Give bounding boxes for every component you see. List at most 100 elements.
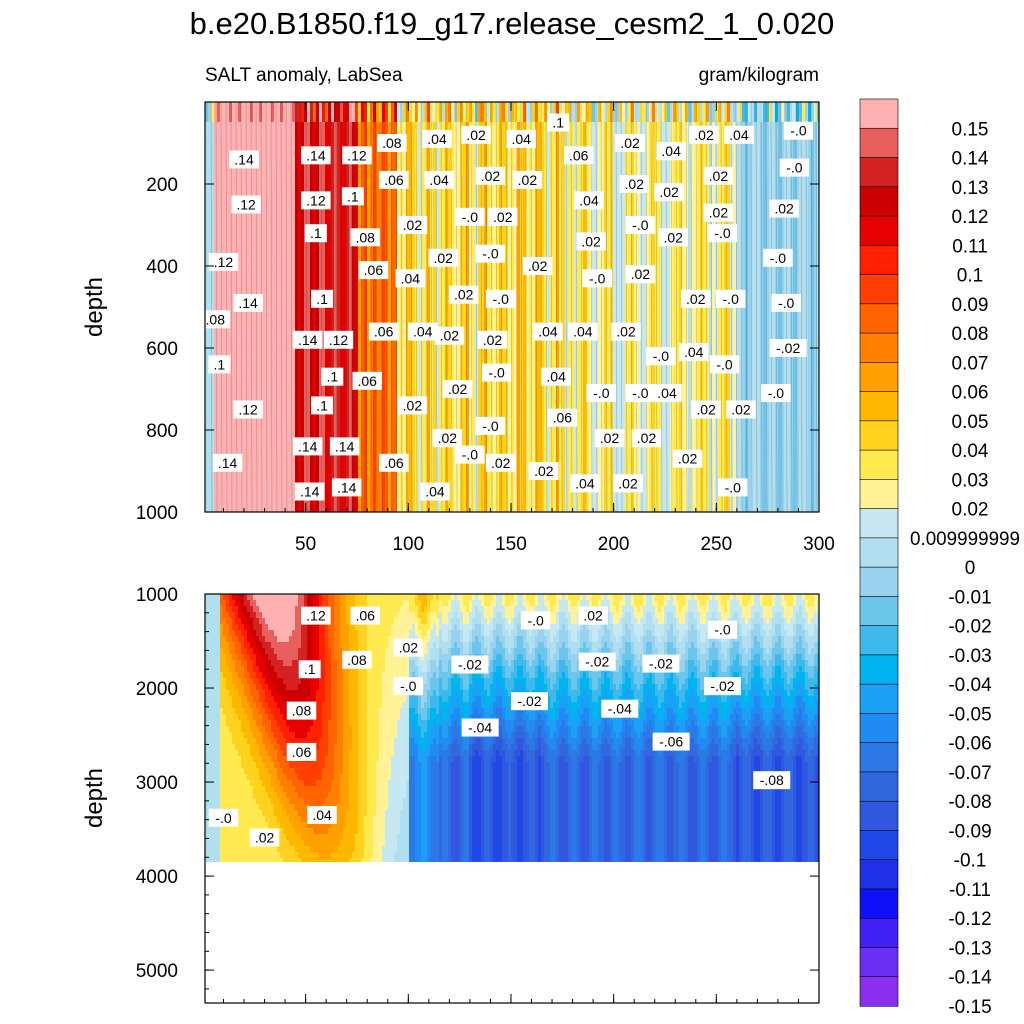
upper-field-cell bbox=[304, 472, 308, 483]
upper-field-cell bbox=[256, 172, 260, 183]
upper-field-cell bbox=[334, 152, 338, 163]
upper-field-cell bbox=[331, 252, 335, 263]
upper-field-cell bbox=[271, 132, 275, 143]
upper-field-cell bbox=[298, 472, 302, 483]
upper-field-cell bbox=[385, 352, 389, 363]
upper-field-cell bbox=[334, 312, 338, 323]
upper-field-cell bbox=[295, 432, 299, 443]
upper-field-cell bbox=[319, 312, 323, 323]
upper-field-cell bbox=[217, 442, 221, 453]
upper-field-cell bbox=[256, 282, 260, 293]
upper-field-cell bbox=[274, 382, 278, 393]
upper-field-cell bbox=[220, 182, 224, 193]
upper-field-cell bbox=[313, 312, 317, 323]
upper-field-cell bbox=[316, 362, 320, 373]
upper-field-cell bbox=[217, 422, 221, 433]
upper-field-cell bbox=[331, 452, 335, 463]
upper-field-cell bbox=[331, 492, 335, 503]
upper-field-cell bbox=[382, 252, 386, 263]
upper-field-cell bbox=[223, 492, 227, 503]
upper-field-cell bbox=[379, 472, 383, 483]
upper-field-cell bbox=[235, 232, 239, 243]
upper-field-cell bbox=[364, 172, 368, 183]
upper-field-cell bbox=[310, 282, 314, 293]
upper-field-cell bbox=[355, 502, 359, 512]
upper-field-cell bbox=[352, 122, 356, 133]
upper-field-cell bbox=[256, 462, 260, 473]
upper-field-cell bbox=[214, 382, 218, 393]
upper-field-cell bbox=[256, 422, 260, 433]
upper-field-cell bbox=[340, 212, 344, 223]
upper-field-cell bbox=[238, 482, 242, 493]
upper-field-cell bbox=[205, 302, 209, 313]
upper-field-cell bbox=[214, 412, 218, 423]
upper-field-cell bbox=[232, 142, 236, 153]
upper-field-cell bbox=[265, 102, 269, 113]
upper-field-cell bbox=[211, 302, 215, 313]
upper-field-cell bbox=[361, 132, 365, 143]
upper-field-cell bbox=[220, 132, 224, 143]
upper-field-cell bbox=[268, 302, 272, 313]
upper-field-cell bbox=[256, 212, 260, 223]
upper-field-cell bbox=[301, 352, 305, 363]
upper-field-cell bbox=[316, 502, 320, 512]
upper-field-cell bbox=[223, 102, 227, 113]
upper-field-cell bbox=[364, 162, 368, 173]
upper-field-cell bbox=[385, 292, 389, 303]
upper-field-cell bbox=[268, 342, 272, 353]
upper-field-cell bbox=[358, 492, 362, 503]
upper-field-cell bbox=[334, 122, 338, 133]
upper-field-cell bbox=[217, 482, 221, 493]
upper-field-cell bbox=[370, 112, 374, 123]
upper-field-cell bbox=[238, 332, 242, 343]
upper-field-cell bbox=[373, 112, 377, 123]
upper-field-cell bbox=[343, 502, 347, 512]
upper-field-cell bbox=[346, 502, 350, 512]
upper-field-cell bbox=[343, 352, 347, 363]
upper-field-cell bbox=[352, 272, 356, 283]
upper-field-cell bbox=[214, 502, 218, 512]
upper-field-cell bbox=[388, 342, 392, 353]
upper-field-cell bbox=[397, 362, 401, 373]
upper-field-cell bbox=[316, 122, 320, 133]
upper-field-cell bbox=[337, 282, 341, 293]
upper-field-cell bbox=[298, 122, 302, 133]
upper-field-cell bbox=[352, 502, 356, 512]
upper-field-cell bbox=[340, 312, 344, 323]
upper-field-cell bbox=[244, 462, 248, 473]
upper-field-cell bbox=[262, 282, 266, 293]
upper-field-cell bbox=[370, 222, 374, 233]
upper-field-cell bbox=[247, 212, 251, 223]
upper-field-cell bbox=[388, 192, 392, 203]
upper-field-cell bbox=[301, 272, 305, 283]
upper-field-cell bbox=[394, 382, 398, 393]
upper-field-cell bbox=[211, 462, 215, 473]
upper-field-cell bbox=[328, 212, 332, 223]
upper-field-cell bbox=[376, 392, 380, 403]
upper-field-cell bbox=[343, 372, 347, 383]
upper-field-cell bbox=[397, 242, 401, 253]
upper-field-cell bbox=[226, 152, 230, 163]
upper-field-cell bbox=[295, 202, 299, 213]
upper-field-cell bbox=[370, 482, 374, 493]
upper-field-cell bbox=[364, 322, 368, 333]
upper-field-cell bbox=[394, 352, 398, 363]
upper-field-cell bbox=[325, 412, 329, 423]
upper-field-cell bbox=[301, 102, 305, 113]
upper-field-cell bbox=[379, 402, 383, 413]
upper-field-cell bbox=[259, 482, 263, 493]
upper-field-cell bbox=[397, 312, 401, 323]
upper-field-cell bbox=[247, 362, 251, 373]
upper-field-cell bbox=[223, 272, 227, 283]
upper-field-cell bbox=[232, 422, 236, 433]
upper-field-cell bbox=[349, 372, 353, 383]
upper-field-cell bbox=[217, 152, 221, 163]
upper-field-cell bbox=[391, 422, 395, 433]
upper-field-cell bbox=[271, 312, 275, 323]
upper-field-cell bbox=[262, 142, 266, 153]
upper-field-cell bbox=[346, 132, 350, 143]
upper-field-cell bbox=[298, 352, 302, 363]
upper-field-cell bbox=[268, 202, 272, 213]
upper-field-cell bbox=[313, 322, 317, 333]
upper-field-cell bbox=[316, 282, 320, 293]
